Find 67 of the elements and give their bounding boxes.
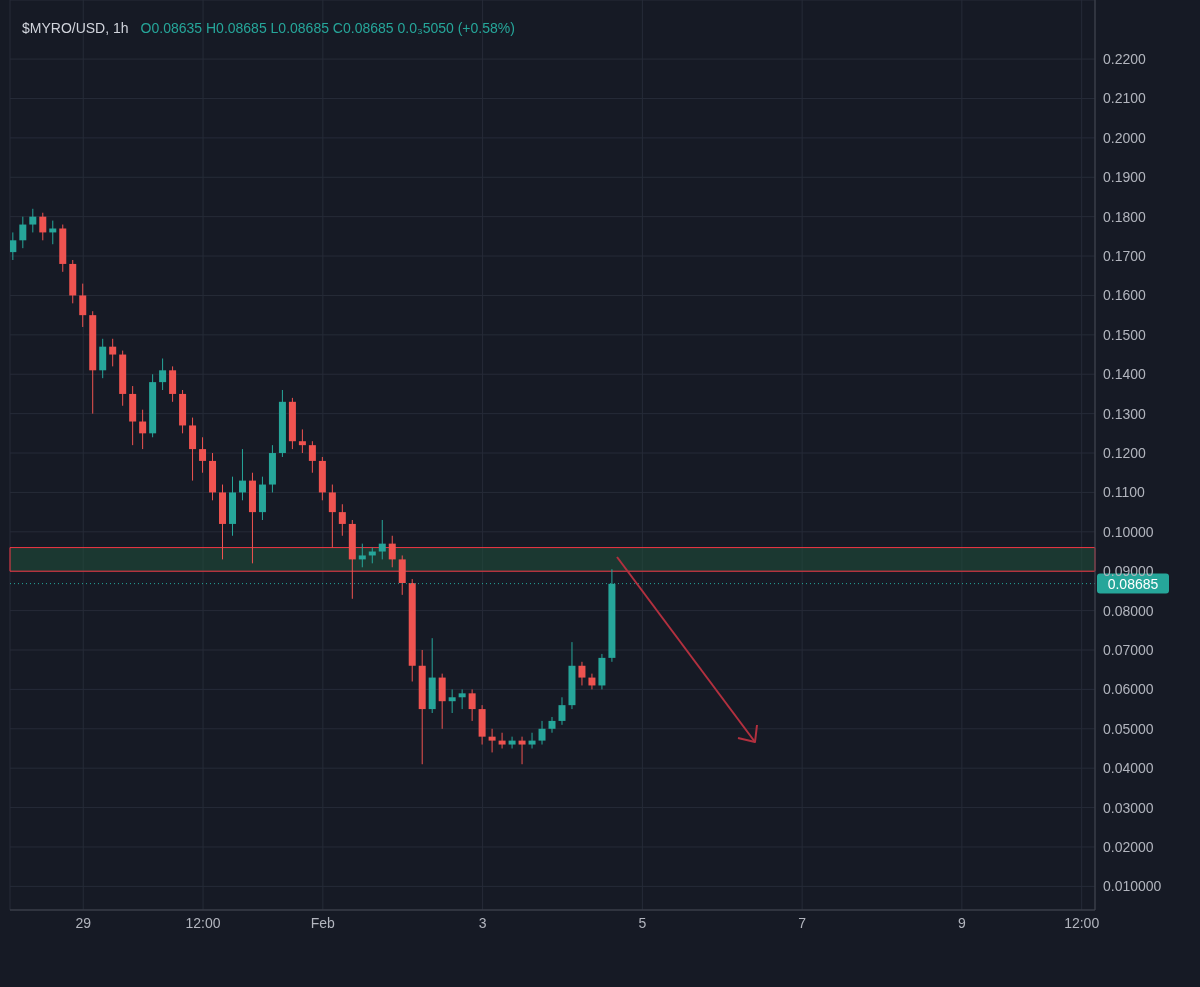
y-tick-label: 0.1400 (1103, 366, 1147, 383)
y-tick-label: 0.1600 (1103, 287, 1147, 304)
y-tick-label: 0.03000 (1103, 799, 1154, 816)
text: $MYRO/USD, 1h (22, 20, 129, 36)
candlestick (488, 728, 496, 753)
y-tick-label: 0.1900 (1103, 169, 1147, 186)
candlestick (398, 554, 406, 596)
candlestick (558, 696, 566, 726)
candlestick (308, 440, 316, 474)
candlestick (199, 436, 207, 474)
candlestick (448, 688, 456, 714)
y-tick-label: 0.08000 (1103, 602, 1154, 619)
candlestick (378, 519, 386, 560)
x-tick-label: Feb (310, 914, 336, 931)
candlestick (79, 283, 87, 328)
candlestick (139, 409, 147, 450)
y-tick-label: 0.2200 (1103, 51, 1147, 68)
y-tick-label: 0.1200 (1103, 445, 1147, 461)
x-tick-label: 5 (638, 914, 647, 931)
candlestick (458, 688, 466, 710)
candlestick (189, 417, 197, 482)
x-tick-label: 7 (798, 914, 807, 931)
candlestick (528, 732, 536, 749)
y-tick-label: 0.010000 (1103, 878, 1162, 895)
candlestick (328, 484, 336, 549)
y-tick-label: 0.2100 (1103, 90, 1147, 107)
candlestick (338, 503, 346, 537)
candlestick (19, 216, 27, 249)
y-tick-label: 0.05000 (1103, 720, 1154, 737)
candlestick (578, 661, 586, 686)
candlestick (238, 448, 246, 501)
ref-line-label: 0.08685 (1107, 575, 1159, 592)
candlestick (109, 338, 117, 367)
candlestick (498, 732, 506, 749)
candlestick (358, 543, 366, 568)
candlestick (508, 736, 516, 749)
y-tick-label: 0.1700 (1103, 248, 1147, 265)
candlestick (388, 535, 396, 568)
candlestick (468, 688, 476, 722)
candlestick (29, 208, 37, 233)
y-tick-label: 0.1100 (1103, 484, 1145, 501)
y-tick-label: 0.04000 (1103, 760, 1154, 777)
x-tick-label: 29 (75, 914, 92, 931)
candlestick (99, 338, 107, 379)
candlestick (298, 428, 306, 454)
candlestick (39, 212, 47, 241)
x-tick-label: 12:00 (1064, 914, 1100, 931)
y-tick-label: 0.2000 (1103, 129, 1147, 146)
candlestick (159, 357, 167, 391)
candlestick (49, 220, 57, 245)
text: O0.08635 H0.08685 L0.08685 C0.08685 0.0₃5050 (+0.58%) (140, 20, 515, 36)
candlestick (518, 736, 526, 765)
x-tick-label: 12:00 (185, 914, 221, 931)
candlestick (10, 231, 17, 261)
x-tick-label: 3 (478, 914, 487, 931)
y-tick-label: 0.10000 (1103, 523, 1154, 540)
y-tick-label: 0.1800 (1103, 208, 1147, 225)
candlestick (538, 720, 546, 746)
y-tick-label: 0.06000 (1103, 681, 1154, 698)
candlestick (548, 716, 556, 734)
x-tick-label: 9 (957, 914, 966, 931)
candlestick (169, 365, 177, 403)
y-tick-label: 0.1500 (1103, 326, 1147, 343)
y-tick-label: 0.02000 (1103, 838, 1154, 855)
y-tick-label: 0.07000 (1103, 641, 1154, 658)
y-tick-label: 0.1300 (1103, 405, 1147, 422)
candlestick (438, 673, 446, 730)
